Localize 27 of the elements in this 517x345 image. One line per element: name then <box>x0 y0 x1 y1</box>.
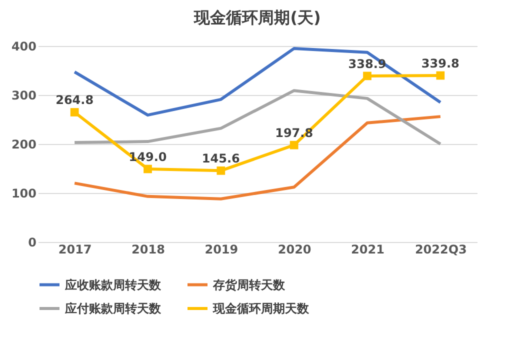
point <box>70 108 79 116</box>
y-tick-label: 0 <box>28 236 36 250</box>
point <box>363 72 372 80</box>
data-label: 264.8 <box>56 93 94 108</box>
x-tick-label: 2017 <box>58 242 92 256</box>
point <box>216 166 226 175</box>
y-tick-label: 400 <box>11 40 36 54</box>
line-series <box>73 115 442 200</box>
y-tick-label: 100 <box>11 186 36 200</box>
point <box>436 71 445 80</box>
chart-title: 现金循环周期(天) <box>193 8 321 27</box>
data-label: 145.6 <box>202 152 240 166</box>
x-tick-label: 2022Q3 <box>414 242 467 256</box>
x-tick-label: 2019 <box>204 242 238 256</box>
legend-label: 现金循环周期天数 <box>212 302 310 316</box>
data-label: 338.9 <box>348 56 386 71</box>
legend-label: 应收账款周转天数 <box>64 278 162 292</box>
legend-label: 应付账款周转天数 <box>64 302 162 316</box>
legend-label: 存货周转天数 <box>212 278 286 292</box>
y-tick-label: 200 <box>11 138 36 152</box>
point <box>144 164 152 174</box>
data-label: 339.8 <box>421 56 460 70</box>
y-tick-label: 300 <box>11 88 36 102</box>
point <box>290 140 298 150</box>
x-tick-label: 2020 <box>278 242 312 256</box>
x-tick-label: 2021 <box>351 242 384 256</box>
x-tick-label: 2018 <box>132 242 165 256</box>
